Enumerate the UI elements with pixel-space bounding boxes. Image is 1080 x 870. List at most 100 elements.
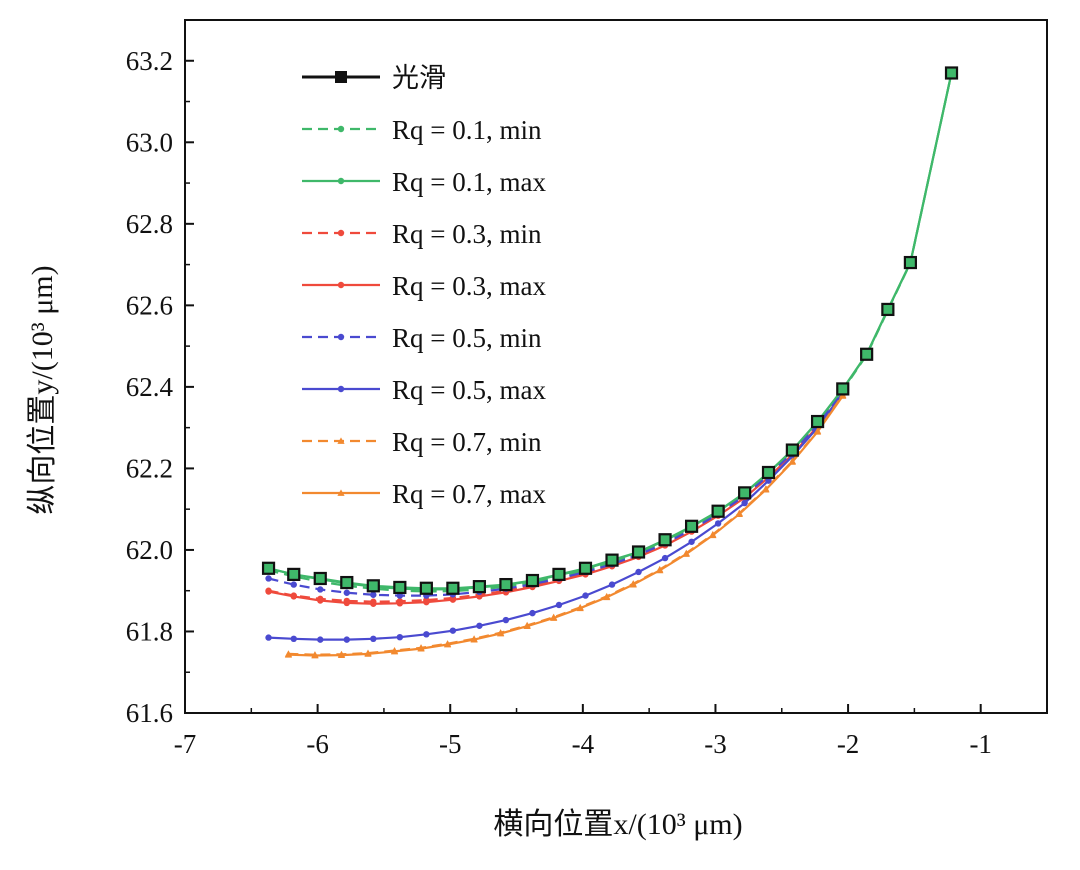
series-marker (529, 609, 536, 617)
series-marker (552, 567, 566, 582)
series-marker (364, 650, 372, 657)
series-marker (337, 651, 346, 658)
series-marker (443, 640, 452, 648)
series-marker (688, 538, 695, 545)
y-tick-label: 63.2 (126, 46, 173, 76)
series-marker (582, 592, 589, 599)
series-marker (656, 566, 664, 574)
series-marker (366, 579, 380, 593)
series-marker (417, 644, 425, 652)
series-marker (714, 520, 722, 527)
series-0 (261, 66, 959, 595)
series-marker (284, 651, 293, 658)
series-marker (317, 586, 324, 593)
legend-label: Rq = 0.3, min (392, 219, 542, 249)
series-marker (337, 333, 345, 341)
x-tick-label: -7 (174, 729, 197, 759)
legend: 光滑 Rq = 0.1, min Rq = 0.1, max Rq = 0.3, mi… (302, 63, 546, 509)
x-tick-label: -1 (969, 729, 992, 759)
series-marker (393, 580, 407, 595)
series-marker (261, 561, 276, 575)
series-marker (788, 458, 796, 465)
series-marker (881, 302, 895, 317)
legend-label: Rq = 0.5, min (392, 323, 542, 353)
series-marker (396, 600, 404, 607)
series-marker (735, 510, 743, 517)
x-tick-label: -6 (306, 729, 329, 759)
y-axis-title: 纵向位置y/(10³ μm) (26, 265, 59, 514)
series-marker (317, 597, 324, 604)
series-marker (449, 627, 457, 634)
series-marker (370, 591, 377, 598)
series-marker (476, 593, 483, 600)
x-tick-label: -3 (704, 729, 727, 759)
series-marker (525, 573, 540, 588)
series-marker (449, 596, 457, 603)
series-line (288, 395, 844, 657)
series-marker (709, 531, 717, 539)
series-marker (761, 465, 776, 480)
series-marker (635, 568, 642, 576)
series-marker (340, 575, 354, 590)
legend-label: 光滑 (392, 63, 446, 93)
series-marker (711, 504, 725, 518)
y-tick-label: 62.8 (126, 209, 173, 239)
series-marker (497, 629, 505, 637)
series-marker (290, 593, 297, 600)
series-marker (603, 593, 611, 601)
y-tick-label: 62.0 (126, 535, 173, 565)
series-marker (370, 635, 377, 643)
series-marker (578, 561, 593, 575)
y-tick-label: 62.4 (126, 372, 174, 402)
plot-frame (184, 19, 1048, 714)
legend-label: Rq = 0.1, min (392, 115, 542, 145)
series-marker (476, 622, 483, 629)
series-marker (337, 125, 345, 133)
x-tick-label: -5 (439, 729, 462, 759)
x-axis-title: 横向位置x/(10³ μm) (493, 808, 742, 841)
y-tick-label: 62.2 (126, 453, 173, 483)
series-marker (470, 636, 478, 643)
series-marker (313, 571, 327, 586)
series-marker (684, 519, 699, 533)
series-marker (555, 601, 563, 609)
series-marker (337, 489, 345, 496)
series-marker (337, 437, 345, 444)
series-8 (284, 392, 847, 659)
series-marker (396, 633, 404, 641)
series-marker (631, 545, 646, 559)
legend-swatch-marker (335, 71, 347, 83)
series-marker (337, 281, 345, 289)
series-marker (290, 635, 297, 643)
series-marker (423, 631, 430, 638)
series-marker (576, 604, 584, 612)
series-marker (682, 550, 690, 557)
series-marker (944, 66, 959, 80)
series-marker (502, 616, 510, 624)
series-marker (265, 634, 272, 641)
series-marker (550, 614, 558, 621)
series-marker (738, 486, 752, 500)
y-tick-label: 63.0 (126, 127, 173, 157)
series-marker (523, 622, 531, 630)
series-marker (390, 647, 399, 655)
series-marker (472, 580, 487, 594)
y-tick-label: 62.6 (126, 290, 173, 320)
series-marker (741, 499, 748, 507)
series-marker (337, 229, 345, 237)
series-marker (499, 577, 513, 592)
y-tick-label: 61.6 (126, 698, 173, 728)
axis-layer: -7 -6 -5 -4 -3 -2 -1 61.6 61.8 62.0 62.2 62.4 62.6 62… (126, 46, 1048, 759)
series-marker (337, 385, 345, 393)
y-tick-label: 61.8 (126, 616, 173, 646)
legend-label: Rq = 0.5, max (392, 375, 546, 405)
series-marker (810, 414, 825, 429)
legend-label: Rq = 0.1, max (392, 167, 546, 197)
series-marker (317, 636, 324, 643)
legend-label: Rq = 0.7, min (392, 427, 542, 457)
series-marker (337, 177, 345, 185)
legend-label: Rq = 0.3, max (392, 271, 546, 301)
series-marker (608, 581, 616, 588)
